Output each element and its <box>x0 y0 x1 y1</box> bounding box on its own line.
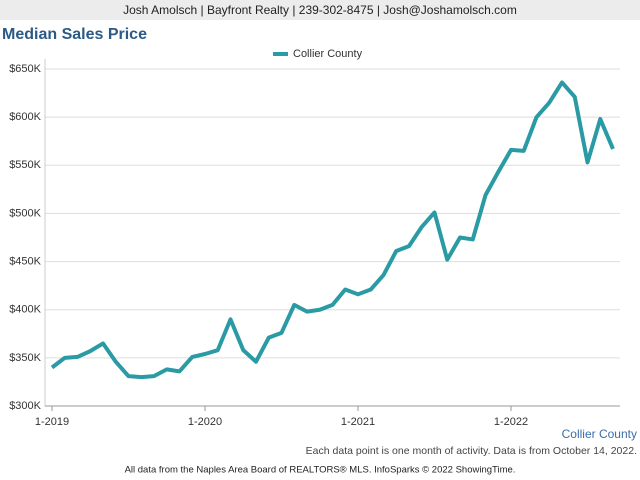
x-tick-label: 1-2022 <box>494 416 528 428</box>
legend-label: Collier County <box>293 48 363 60</box>
y-tick-label: $600K <box>9 111 41 123</box>
y-tick-label: $400K <box>9 304 41 316</box>
note: Each data point is one month of activity… <box>306 445 637 457</box>
y-tick-label: $300K <box>9 400 41 412</box>
y-tick-label: $550K <box>9 159 41 171</box>
footer: All data from the Naples Area Board of R… <box>125 465 516 476</box>
header-bar <box>0 0 640 20</box>
chart-title: Median Sales Price <box>2 26 147 43</box>
source-label: Collier County <box>562 427 637 441</box>
header: Josh Amolsch | Bayfront Realty | 239-302… <box>123 3 517 17</box>
y-tick-label: $350K <box>9 352 41 364</box>
y-tick-label: $450K <box>9 255 41 267</box>
x-tick-label: 1-2021 <box>341 416 375 428</box>
y-tick-label: $500K <box>9 207 41 219</box>
y-tick-label: $650K <box>9 63 41 75</box>
x-tick-label: 1-2019 <box>35 416 69 428</box>
line <box>50 80 615 380</box>
x-tick-label: 1-2020 <box>188 416 222 428</box>
